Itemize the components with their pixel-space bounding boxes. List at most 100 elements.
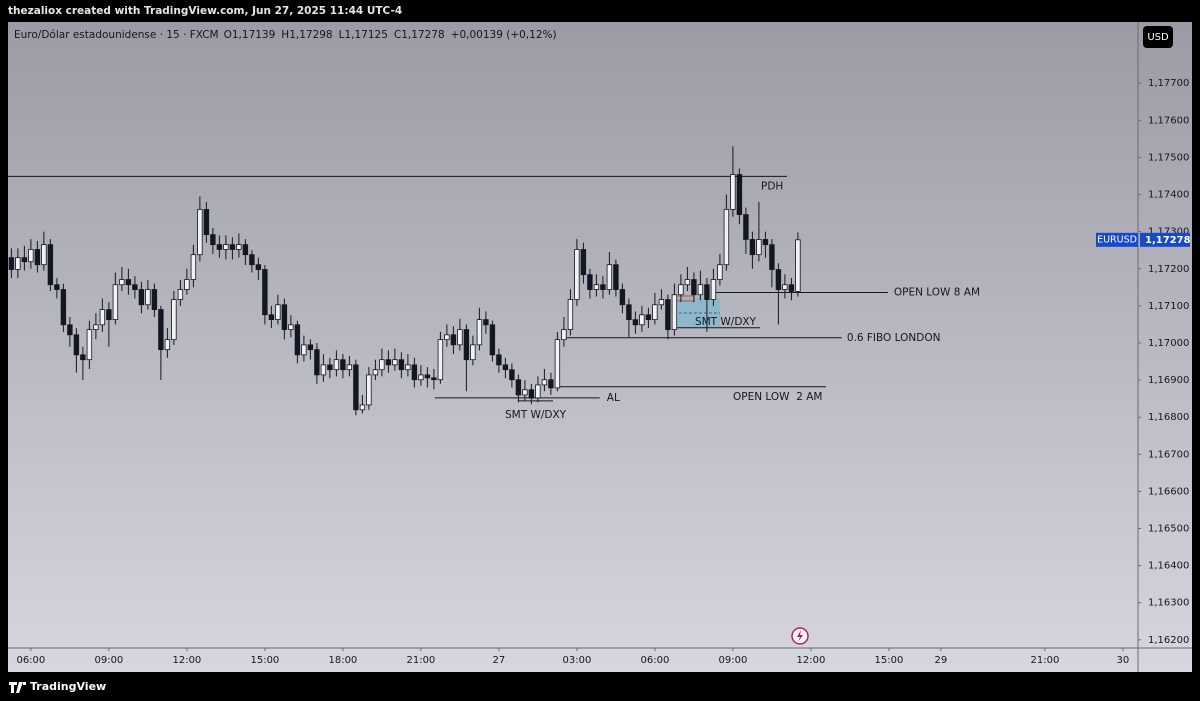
y-tick-label: 1,16300 (1148, 598, 1189, 609)
candle-body (782, 284, 788, 290)
candle-body (710, 279, 717, 300)
candle-body (411, 364, 418, 381)
x-tick-label: 21:00 (1031, 655, 1060, 666)
candle-body (73, 334, 80, 356)
candle-body (145, 289, 151, 306)
candle-body (86, 329, 93, 361)
candle-body (749, 239, 756, 256)
candle-body (223, 244, 229, 250)
y-tick-label: 1,16900 (1148, 375, 1189, 386)
candle-body (301, 344, 307, 356)
candle-body (327, 364, 333, 371)
ohlc-value: H1,17298 (281, 29, 332, 41)
candle-body (197, 208, 203, 256)
candle-body (561, 329, 567, 341)
footer-logo (9, 682, 26, 693)
currency-button[interactable] (1143, 26, 1173, 48)
candle-body (515, 379, 522, 396)
level-label: AL (607, 392, 620, 404)
candle-body (288, 324, 294, 331)
candle-body (203, 208, 210, 236)
candle-body (730, 174, 736, 210)
candle-body (567, 299, 574, 331)
candle-body (775, 269, 782, 290)
level-label: SMT W/DXY (505, 409, 567, 421)
candle-body (470, 344, 476, 361)
candle-body (314, 349, 320, 376)
x-tick-label: 09:00 (718, 655, 747, 666)
x-tick-label: 12:00 (172, 655, 201, 666)
candle-body (60, 289, 67, 326)
flash-icon[interactable] (791, 627, 809, 645)
candle-body (769, 244, 775, 270)
candle-body (47, 244, 54, 286)
y-tick-label: 1,16800 (1148, 412, 1189, 423)
candle-body (756, 239, 762, 256)
candle-body (450, 334, 457, 346)
candle-body (229, 244, 236, 250)
chart-title: Euro/Dólar estadounidense · 15 · FXCM (14, 29, 219, 41)
candle-body (476, 319, 483, 346)
y-tick-label: 1,16200 (1148, 635, 1189, 646)
currency-label: USD (1147, 32, 1169, 43)
level-label: SMT W/DXY (695, 316, 757, 328)
candle-body (366, 374, 372, 406)
candle-body (528, 389, 535, 399)
candle-body (190, 254, 197, 280)
candle-body (398, 359, 405, 371)
y-tick-label: 1,17400 (1148, 190, 1189, 201)
symbol-tag-bg (1096, 232, 1138, 247)
x-tick-label: 30 (1117, 655, 1130, 666)
candle-body (262, 269, 268, 316)
candle-body (405, 364, 411, 371)
y-tick-label: 1,16400 (1148, 561, 1189, 572)
candle-body (463, 329, 470, 361)
candle-body (8, 257, 15, 270)
candle-body (346, 364, 353, 371)
candle-body (444, 334, 450, 341)
candle-body (691, 279, 697, 296)
candle-body (431, 377, 437, 381)
candle-body (151, 289, 158, 310)
candle-body (736, 174, 743, 215)
candle-body (93, 324, 99, 331)
y-tick-label: 1,17600 (1148, 115, 1189, 126)
candle-body (320, 364, 327, 376)
candle-body (535, 384, 541, 399)
x-tick-label: 06:00 (640, 655, 669, 666)
candle-body (294, 324, 301, 356)
candle-body (307, 344, 314, 351)
candle-body (333, 359, 340, 371)
y-tick-label: 1,17200 (1148, 264, 1189, 275)
symbol-tag: EURUSD (1097, 234, 1137, 245)
candle-body (788, 284, 795, 292)
candle-body (41, 244, 47, 266)
candle-body (496, 354, 502, 366)
candle-body (587, 274, 593, 290)
candle-body (385, 359, 392, 366)
candle-body (424, 374, 431, 379)
candle-body (112, 284, 119, 321)
candle-body (671, 294, 678, 331)
candle-body (619, 289, 626, 306)
candle-body (255, 264, 262, 270)
candle-body (678, 284, 684, 296)
candle-body (502, 364, 509, 371)
x-tick-label: 03:00 (562, 655, 591, 666)
candle-body (548, 379, 554, 389)
candle-body (132, 284, 138, 290)
candle-body (21, 257, 28, 263)
level-label: OPEN LOW 8 AM (894, 287, 980, 299)
candle-body (645, 314, 652, 321)
y-tick-label: 1,17300 (1148, 227, 1189, 238)
candle-body (268, 314, 275, 321)
candle-body (743, 214, 749, 240)
candle-body (626, 304, 632, 321)
candle-body (522, 389, 528, 396)
level-label: 0.6 FIBO LONDON (847, 332, 941, 344)
candle-body (665, 299, 671, 331)
candle-body (658, 299, 665, 306)
level-label: PDH (761, 180, 783, 192)
